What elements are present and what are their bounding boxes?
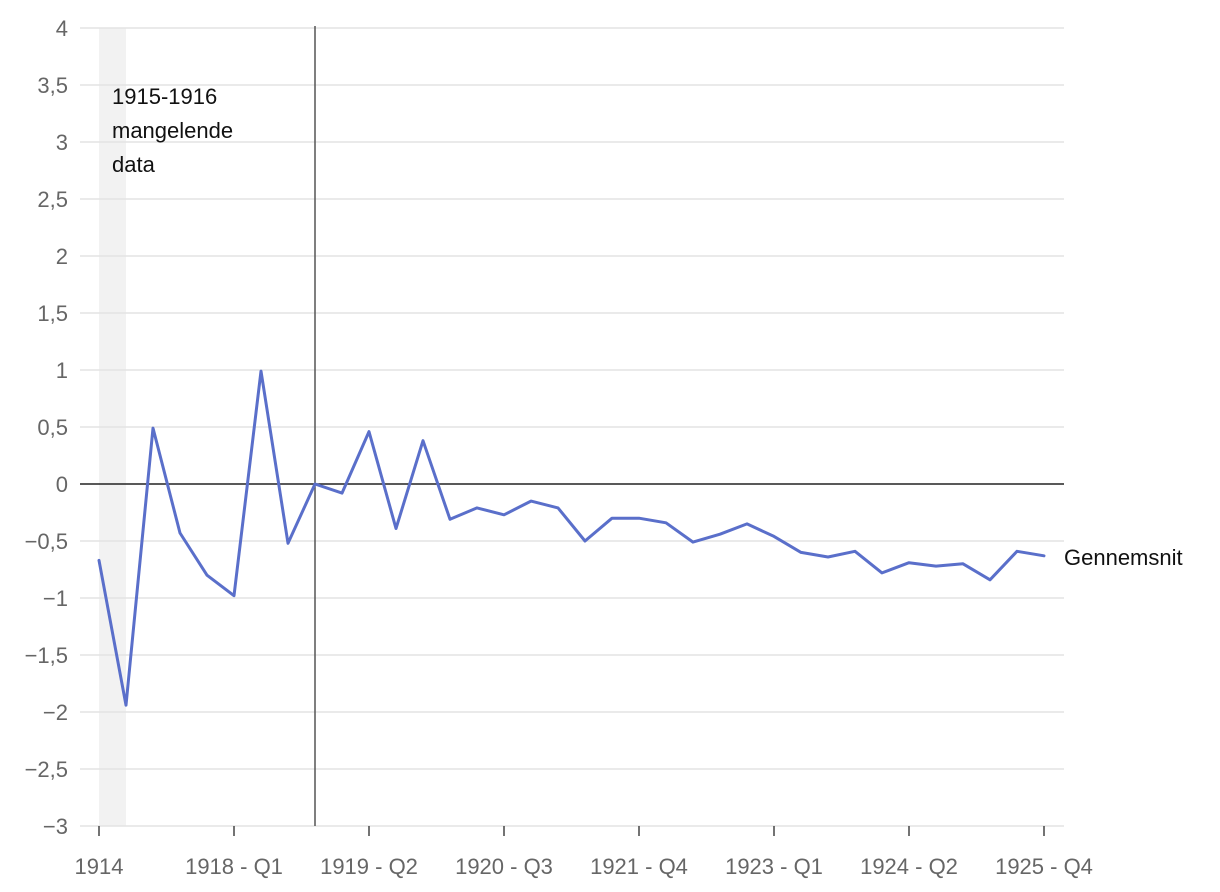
series-labels: Gennemsnit <box>1064 545 1183 570</box>
x-tick-label: 1925 - Q4 <box>995 854 1093 879</box>
x-tick-label: 1923 - Q1 <box>725 854 823 879</box>
y-tick-label: 2 <box>56 244 68 269</box>
y-tick-label: −2,5 <box>25 757 68 782</box>
x-axis-ticks: 1914 1918 - Q1 1919 - Q2 1920 - Q3 1921 - Q4… <box>75 826 1093 879</box>
y-tick-label: 0 <box>56 472 68 497</box>
y-tick-label: 0,5 <box>37 415 68 440</box>
missing-data-label-line-2: mangelende <box>112 118 233 143</box>
y-tick-label: 3,5 <box>37 73 68 98</box>
x-tick-label: 1914 <box>75 854 124 879</box>
x-tick-label: 1919 - Q2 <box>320 854 418 879</box>
gridlines <box>80 27 1064 827</box>
y-tick-label: −1,5 <box>25 643 68 668</box>
missing-data-label-line-3: data <box>112 152 156 177</box>
x-tick-label: 1921 - Q4 <box>590 854 688 879</box>
annotation: 1915-1916 mangelende data <box>112 84 233 177</box>
x-tick-label: 1920 - Q3 <box>455 854 553 879</box>
y-tick-label: −2 <box>43 700 68 725</box>
x-tick-label: 1918 - Q1 <box>185 854 283 879</box>
y-tick-label: 2,5 <box>37 187 68 212</box>
y-tick-label: −0,5 <box>25 529 68 554</box>
series-line-gennemsnit <box>97 369 1046 707</box>
series-layer <box>97 369 1046 707</box>
series-label-gennemsnit: Gennemsnit <box>1064 545 1183 570</box>
y-tick-label: −1 <box>43 586 68 611</box>
y-tick-label: −3 <box>43 814 68 839</box>
y-tick-label: 1,5 <box>37 301 68 326</box>
y-tick-label: 1 <box>56 358 68 383</box>
y-tick-label: 4 <box>56 16 68 41</box>
missing-data-label-line-1: 1915-1916 <box>112 84 217 109</box>
x-tick-label: 1924 - Q2 <box>860 854 958 879</box>
y-axis-ticks: 4 3,5 3 2,5 2 1,5 1 0,5 0 −0,5 −1 −1,5 −2 −2,5 −3 <box>25 16 68 839</box>
y-tick-label: 3 <box>56 130 68 155</box>
